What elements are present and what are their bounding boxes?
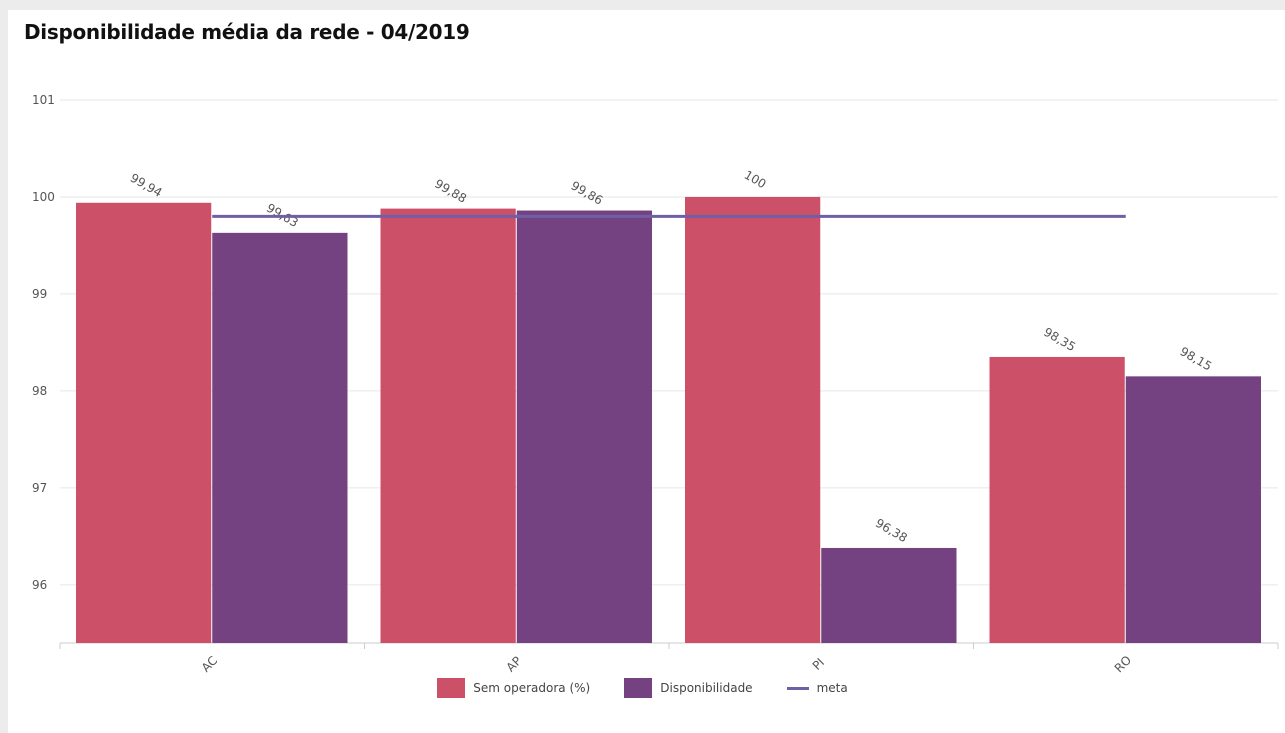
bar-sem-operadora[interactable] [380,208,516,643]
x-tick-label: RO [1112,653,1134,675]
bar-sem-operadora[interactable] [989,356,1125,643]
bar-disponibilidade[interactable] [516,210,652,643]
chart-title: Disponibilidade média da rede - 04/2019 [24,20,470,44]
bar-disponibilidade[interactable] [212,232,348,643]
legend-swatch-disponibilidade [624,678,653,698]
x-tick-label: PI [810,655,828,673]
data-label: 99,86 [568,178,605,207]
y-tick-label: 97 [32,481,47,495]
legend: Sem operadora (%) Disponibilidade meta [0,678,1285,698]
bar-sem-operadora[interactable] [76,202,212,643]
legend-label-disponibilidade: Disponibilidade [660,681,753,695]
data-label: 100 [742,168,769,192]
legend-swatch-meta [786,686,809,690]
data-label: 98,35 [1041,325,1078,354]
legend-label-sem-operadora: Sem operadora (%) [473,681,591,695]
legend-item-sem-operadora[interactable]: Sem operadora (%) [437,678,590,698]
data-label: 99,94 [128,171,165,200]
bar-disponibilidade[interactable] [821,547,957,643]
data-label: 99,88 [432,176,469,205]
y-tick-label: 99 [32,287,47,301]
bar-disponibilidade[interactable] [1125,376,1261,643]
data-label: 98,15 [1177,344,1214,373]
y-tick-label: 100 [32,190,55,204]
legend-item-meta[interactable]: meta [786,678,848,698]
data-label: 96,38 [873,516,910,545]
y-tick-label: 96 [32,578,47,592]
y-tick-label: 98 [32,384,47,398]
legend-swatch-sem-operadora [437,678,466,698]
legend-item-disponibilidade[interactable]: Disponibilidade [624,678,753,698]
bar-sem-operadora[interactable] [685,196,821,643]
x-tick-label: AC [199,653,220,674]
x-tick-label: AP [504,654,525,675]
y-tick-label: 101 [32,93,55,107]
legend-label-meta: meta [816,681,848,695]
